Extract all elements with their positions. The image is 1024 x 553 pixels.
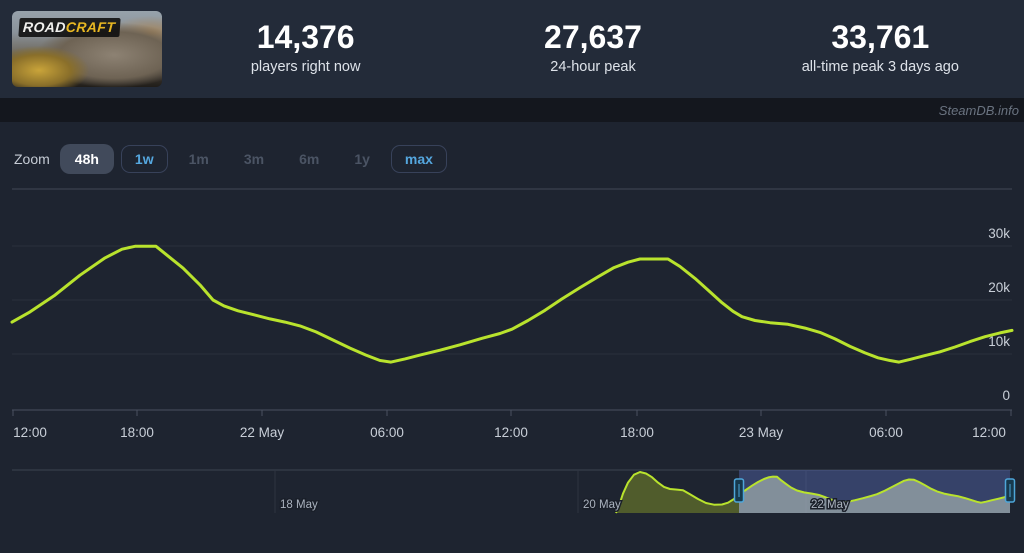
x-axis-label-06:00: 06:00 (370, 425, 404, 440)
steamdb-watermark: SteamDB.info (938, 102, 1019, 118)
players-chart-canvas[interactable]: 0 10k 20k 30k 12:00 18:00 22 May 06:00 12:00 18:0… (0, 122, 1024, 553)
zoom-label: Zoom (14, 151, 50, 167)
zoom-toolbar: Zoom 48h 1w 1m 3m 6m 1y max (14, 144, 454, 174)
stats-row: 14,376 players right now 27,637 24-hour … (162, 0, 1024, 75)
zoom-button-1y: 1y (340, 145, 384, 173)
peak-24h-label: 24-hour peak (550, 58, 636, 75)
y-axis-label-0: 0 (1002, 388, 1010, 403)
alltime-peak-label: all-time peak 3 days ago (801, 58, 959, 75)
navigator-area-selected-fill (739, 476, 1010, 513)
x-axis-label-12:00: 12:00 (13, 425, 47, 440)
x-axis-label-06:00: 06:00 (869, 425, 903, 440)
watermark-band: SteamDB.info (0, 98, 1024, 122)
x-axis-label-12:00: 12:00 (972, 425, 1006, 440)
zoom-button-3m: 3m (230, 145, 278, 173)
navigator-series-line (615, 471, 1011, 514)
stat-alltime-peak: 33,761 all-time peak 3 days ago (737, 19, 1024, 75)
current-players-label: players right now (250, 58, 361, 75)
stats-header: ROADCRAFT 14,376 players right now 27,63… (0, 0, 1024, 98)
navigator-label-18-May: 18 May (280, 499, 318, 511)
zoom-button-48h[interactable]: 48h (59, 144, 114, 174)
current-players-value: 14,376 (256, 19, 355, 55)
navigator-label-20-May: 20 May (583, 499, 621, 511)
players-series-line[interactable] (10, 244, 1014, 364)
chart-section: Zoom 48h 1w 1m 3m 6m 1y max 0 10k 20k 30k 12:00 18:… (0, 122, 1024, 553)
zoom-buttons-group: 48h 1w 1m 3m 6m 1y max (59, 144, 454, 174)
x-axis-label-18:00: 18:00 (120, 425, 154, 440)
navigator-label-22-May: 22 May (811, 499, 849, 511)
y-axis-label-10k: 10k (988, 334, 1010, 349)
game-capsule-image: ROADCRAFT (12, 11, 162, 87)
zoom-button-1m: 1m (175, 145, 223, 173)
zoom-button-6m: 6m (285, 145, 333, 173)
game-logo: ROADCRAFT (18, 18, 121, 37)
x-axis-label-12:00: 12:00 (494, 425, 528, 440)
zoom-button-1w[interactable]: 1w (120, 145, 168, 173)
stat-24h-peak: 27,637 24-hour peak (449, 19, 736, 75)
game-logo-road: ROAD (22, 19, 67, 35)
x-axis-label-23-May: 23 May (739, 425, 784, 440)
peak-24h-value: 27,637 (544, 19, 642, 55)
y-axis-label-30k: 30k (988, 226, 1010, 241)
stat-current-players: 14,376 players right now (162, 19, 449, 75)
y-axis-label-20k: 20k (988, 280, 1010, 295)
alltime-peak-value: 33,761 (831, 19, 930, 55)
zoom-button-max[interactable]: max (390, 145, 447, 173)
game-logo-craft: CRAFT (65, 19, 116, 35)
x-axis-label-18:00: 18:00 (620, 425, 654, 440)
x-axis-label-22-May: 22 May (240, 425, 285, 440)
